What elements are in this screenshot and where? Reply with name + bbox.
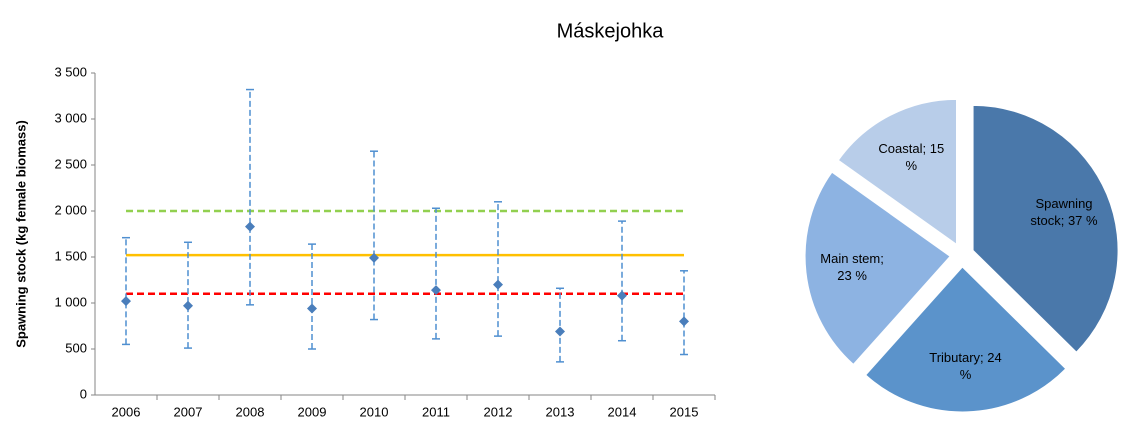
pie-slice <box>972 104 1119 353</box>
slice-label: Spawning stock; 37 % <box>1030 196 1098 229</box>
x-tick-label: 2010 <box>360 404 389 419</box>
x-tick-label: 2007 <box>174 404 203 419</box>
slice-label: Tributary; 24 % <box>929 349 1002 382</box>
y-tick-label: 1 000 <box>54 294 87 309</box>
slice-label: Coastal; 15 % <box>878 140 945 173</box>
point <box>183 300 193 311</box>
x-tick-label: 2011 <box>422 404 450 419</box>
x-tick-label: 2013 <box>546 404 575 419</box>
point <box>245 221 255 232</box>
slice-label: Main stem; 23 % <box>820 251 884 284</box>
point <box>369 252 379 263</box>
x-tick-label: 2015 <box>670 404 699 419</box>
point <box>493 279 503 290</box>
x-tick-label: 2014 <box>608 404 637 419</box>
y-tick-label: 2 500 <box>54 156 87 171</box>
slice-label-box: Coastal; 15 % <box>878 140 945 173</box>
slice-label-box: Main stem; 23 % <box>820 251 884 284</box>
chart-title: Máskejohka <box>557 20 665 42</box>
y-tick-label: 500 <box>65 340 87 355</box>
pie-slice <box>837 98 958 246</box>
x-tick-label: 2008 <box>236 404 265 419</box>
x-tick-label: 2009 <box>298 404 327 419</box>
point <box>307 303 317 314</box>
point <box>431 285 441 296</box>
y-tick-label: 3 000 <box>54 110 87 125</box>
slice-label-box: Spawning stock; 37 % <box>1030 196 1098 229</box>
y-tick-label: 0 <box>80 386 87 401</box>
y-axis-label: Spawning stock (kg female biomass) <box>13 120 28 348</box>
pie-slice <box>804 171 951 366</box>
slice-label-box: Tributary; 24 % <box>929 349 1002 382</box>
y-tick-label: 1 500 <box>54 248 87 263</box>
x-tick-label: 2012 <box>484 404 513 419</box>
point <box>679 316 689 327</box>
point <box>617 290 627 301</box>
pie-slice <box>864 266 1067 413</box>
point <box>555 326 565 337</box>
x-tick-label: 2006 <box>112 404 141 419</box>
y-tick-label: 2 000 <box>54 202 87 217</box>
y-tick-label: 3 500 <box>54 64 87 79</box>
point <box>121 296 131 307</box>
